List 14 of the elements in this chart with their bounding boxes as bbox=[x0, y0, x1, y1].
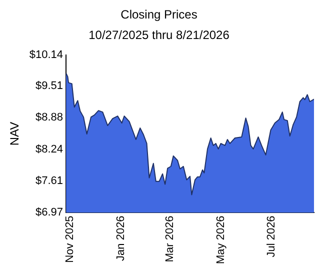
y-tick-label: $10.14 bbox=[29, 48, 64, 61]
y-tick-label: $9.51 bbox=[36, 80, 64, 92]
x-tick-label: Jan 2026 bbox=[114, 216, 127, 261]
y-axis-title: NAV bbox=[8, 122, 22, 146]
y-tick-label: $8.24 bbox=[36, 143, 64, 156]
y-tick-label: $6.97 bbox=[36, 206, 64, 219]
chart-title: Closing Prices bbox=[120, 8, 198, 22]
y-tick-label: $8.88 bbox=[36, 112, 64, 124]
x-tick-label: May 2026 bbox=[214, 216, 227, 264]
x-tick-label: Nov 2025 bbox=[64, 216, 76, 263]
x-tick-label: Jul 2026 bbox=[266, 216, 278, 258]
x-tick-label: Mar 2026 bbox=[164, 216, 176, 262]
y-tick-label: $7.61 bbox=[36, 174, 64, 187]
chart-subtitle: 10/27/2025 thru 8/21/2026 bbox=[88, 28, 230, 42]
